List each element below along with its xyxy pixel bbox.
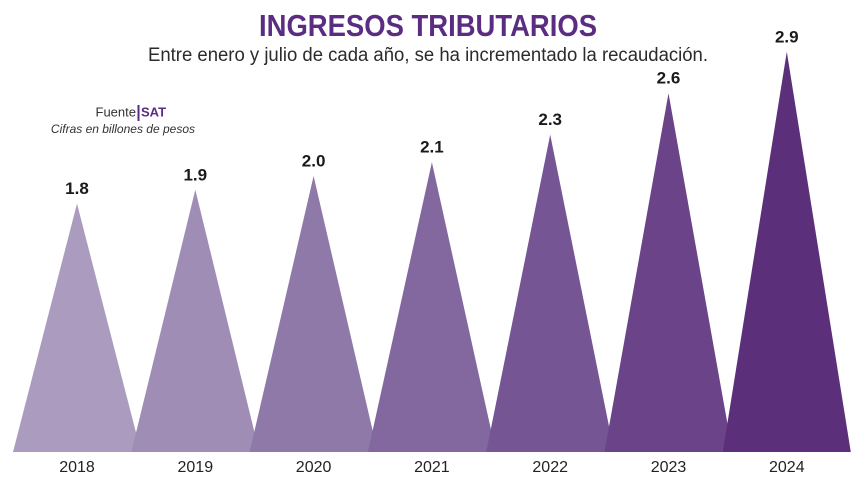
value-label: 2.9 <box>775 27 799 46</box>
value-label: 2.6 <box>657 69 681 88</box>
chart-title: INGRESOS TRIBUTARIOS <box>259 8 597 43</box>
triangle-bar <box>722 51 851 453</box>
x-tick-label: 2020 <box>296 459 332 476</box>
source: SAT <box>141 104 166 119</box>
triangle-bar <box>13 203 141 452</box>
value-label: 2.1 <box>420 138 444 157</box>
x-tick-label: 2023 <box>651 459 687 476</box>
triangle-bar <box>604 93 733 452</box>
x-tick-label: 2022 <box>532 459 568 476</box>
chart-subtitle: Entre enero y julio de cada año, se ha i… <box>148 45 708 66</box>
x-tick-label: 2018 <box>59 459 95 476</box>
triangle-bar <box>131 189 260 453</box>
triangle-bar <box>486 134 615 452</box>
value-label: 1.8 <box>65 179 89 198</box>
marks: 1.8 2018 1.9 2019 2.0 2020 2.1 2021 2.3 2022 2.6 20… <box>13 27 851 476</box>
x-tick-label: 2019 <box>178 459 214 476</box>
triangle-bar <box>367 162 496 452</box>
value-label: 2.3 <box>538 110 562 129</box>
source-label: Fuente <box>96 104 136 119</box>
x-tick-label: 2024 <box>769 459 805 476</box>
value-label: 2.0 <box>302 151 326 170</box>
value-label: 1.9 <box>183 165 207 184</box>
triangle-bar <box>249 176 378 452</box>
x-tick-label: 2021 <box>414 459 450 476</box>
unit-note: Cifras en billones de pesos <box>51 122 195 136</box>
